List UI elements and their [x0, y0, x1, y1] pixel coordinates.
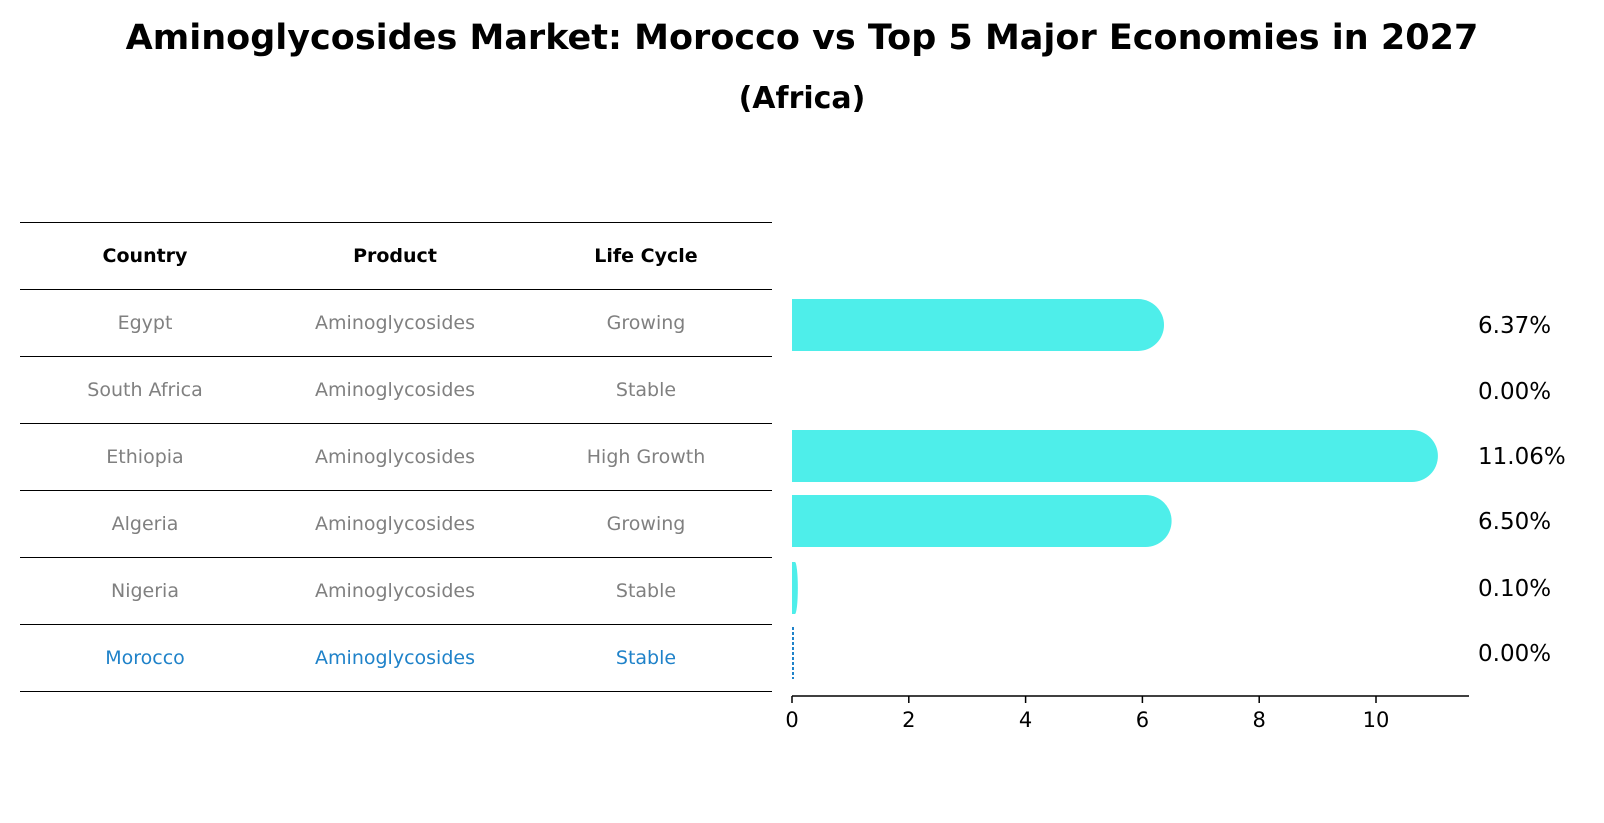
chart-subtitle: (Africa): [738, 81, 866, 116]
row-life-cycle: Stable: [615, 647, 677, 669]
row-product: Aminoglycosides: [315, 580, 475, 602]
table-row: Ethiopia Aminoglycosides High Growth: [20, 423, 772, 490]
row-country: Algeria: [111, 513, 179, 535]
row-country: Morocco: [105, 647, 185, 669]
x-tick-label: 0: [785, 708, 798, 732]
header-product: Product: [353, 245, 437, 267]
row-life-cycle: Growing: [606, 513, 686, 535]
row-life-cycle: High Growth: [586, 446, 706, 468]
table-row: Nigeria Aminoglycosides Stable: [20, 557, 772, 624]
x-tick-label: 6: [1136, 708, 1149, 732]
header-life-cycle: Life Cycle: [594, 245, 698, 267]
table-row: Egypt Aminoglycosides Growing: [20, 289, 772, 356]
x-tick-label: 8: [1253, 708, 1266, 732]
bar-value-label: 0.00%: [1478, 379, 1551, 405]
bar-value-label: 0.00%: [1478, 641, 1551, 667]
x-tick-label: 2: [902, 708, 915, 732]
table-row: Algeria Aminoglycosides Growing: [20, 490, 772, 557]
row-product: Aminoglycosides: [315, 379, 475, 401]
header-country: Country: [102, 245, 188, 267]
row-product: Aminoglycosides: [315, 446, 475, 468]
x-tick-label: 10: [1363, 708, 1390, 732]
bar: [792, 299, 1165, 351]
row-life-cycle: Growing: [606, 312, 686, 334]
x-tick-label: 4: [1019, 708, 1032, 732]
bar: [792, 562, 798, 614]
row-life-cycle: Stable: [615, 379, 677, 401]
bar-value-label: 6.37%: [1478, 313, 1551, 339]
row-life-cycle: Stable: [615, 580, 677, 602]
row-product: Aminoglycosides: [315, 647, 475, 669]
row-country: Ethiopia: [106, 446, 184, 468]
bar-value-label: 6.50%: [1478, 509, 1551, 535]
table-row-highlight: Morocco Aminoglycosides Stable: [20, 624, 772, 692]
row-country: South Africa: [87, 379, 203, 401]
bar: [792, 430, 1438, 482]
country-table: Country Product Life Cycle Egypt Aminogl…: [20, 222, 772, 692]
row-country: Egypt: [117, 312, 173, 334]
row-product: Aminoglycosides: [315, 312, 475, 334]
bar: [792, 495, 1172, 547]
table-row: South Africa Aminoglycosides Stable: [20, 356, 772, 423]
row-country: Nigeria: [111, 580, 179, 602]
bar-value-label: 0.10%: [1478, 576, 1551, 602]
bar-value-label: 11.06%: [1478, 444, 1566, 470]
row-product: Aminoglycosides: [315, 513, 475, 535]
table-header-row: Country Product Life Cycle: [20, 222, 772, 289]
chart-title: Aminoglycosides Market: Morocco vs Top 5…: [125, 18, 1479, 58]
